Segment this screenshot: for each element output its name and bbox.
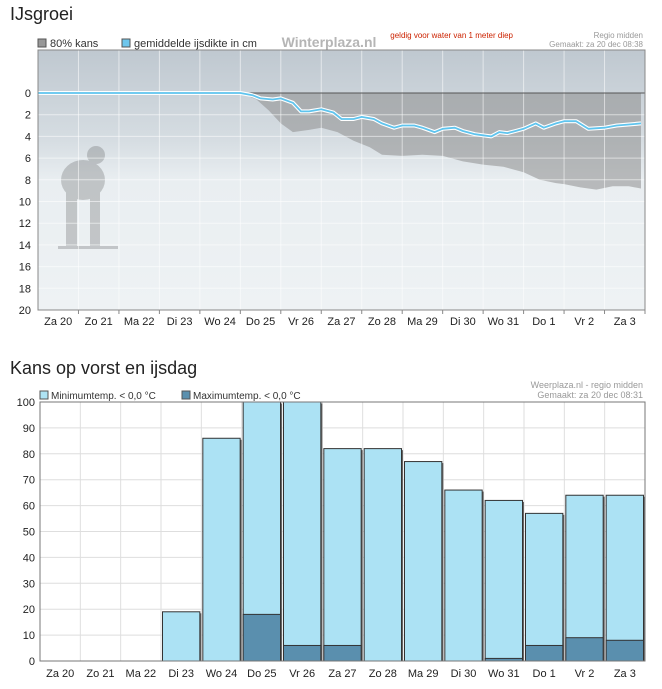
y-tick-label: 4 (25, 131, 31, 143)
y-tick-label: 12 (19, 218, 31, 230)
brand-weerplaza: Weerplaza.nl - regio midden (531, 380, 643, 390)
y-tick-label: 40 (23, 552, 35, 564)
y-tick-label: 20 (23, 604, 35, 616)
x-tick-label: Ma 29 (408, 668, 439, 680)
y-tick-label: 14 (19, 240, 31, 252)
legend-swatch-maximumtemp (181, 390, 191, 400)
x-tick-label: Do 25 (246, 316, 275, 328)
x-tick-label: Za 3 (614, 316, 636, 328)
region-label: Regio midden (594, 32, 643, 40)
x-tick-label: Zo 21 (85, 316, 113, 328)
y-tick-label: 90 (23, 423, 35, 435)
x-tick-label: Do 1 (533, 668, 556, 680)
x-tick-label: Ma 22 (126, 668, 157, 680)
x-tick-label: Ma 29 (407, 316, 438, 328)
x-tick-label: Wo 24 (206, 668, 238, 680)
bar-minimumtemp-di-23 (162, 611, 201, 662)
x-tick-label: Zo 21 (86, 668, 114, 680)
x-tick-label: Di 23 (168, 668, 194, 680)
frost-chance-title: Kans op vorst en ijsdag (10, 358, 198, 378)
bar-minimumtemp-do-1 (525, 512, 564, 662)
bar-minimumtemp-za-3 (605, 494, 645, 662)
x-tick-label: Vr 26 (289, 668, 315, 680)
x-tick-label: Vr 26 (288, 316, 314, 328)
bar-maximumtemp-za-3 (605, 639, 645, 662)
bar-minimumtemp-zo-28 (363, 448, 402, 662)
ice-growth-chart: 80% kans gemiddelde ijsdikte in cm Winterp… (19, 32, 646, 328)
x-tick-label: Ma 22 (124, 316, 155, 328)
x-tick-label: Vr 2 (574, 316, 594, 328)
x-tick-label: Do 1 (532, 316, 555, 328)
legend-swatch-80-kans (37, 38, 47, 48)
ice-growth-title: IJsgroei (10, 4, 74, 24)
y-tick-label: 30 (23, 578, 35, 590)
y-tick-label: 100 (17, 397, 35, 409)
y-tick-label: 16 (19, 262, 31, 274)
x-tick-label: Za 27 (328, 668, 356, 680)
y-tick-label: 2 (25, 110, 31, 122)
made-label: Gemaakt: za 20 dec 08:38 (549, 40, 643, 49)
bar-maximumtemp-do-1 (525, 644, 564, 662)
x-tick-label: Di 30 (450, 316, 476, 328)
bar-minimumtemp-za-27 (323, 448, 362, 662)
legend-label-80-kans: 80% kans (50, 38, 99, 50)
validity-note: geldig voor water van 1 meter diep (390, 32, 513, 40)
plot-frame (39, 401, 646, 662)
x-tick-label: Di 30 (451, 668, 477, 680)
brand-winterplaza: Winterplaza.nl (282, 34, 377, 50)
x-tick-label: Za 20 (46, 668, 74, 680)
bar-minimumtemp-di-30 (444, 489, 483, 662)
y-tick-label: 6 (25, 153, 31, 165)
x-tick-label: Zo 28 (368, 316, 396, 328)
y-tick-label: 10 (19, 197, 31, 209)
made-label: Gemaakt: za 20 dec 08:31 (537, 390, 643, 400)
y-tick-label: 70 (23, 475, 35, 487)
y-tick-label: 8 (25, 175, 31, 187)
bar-maximumtemp-do-25 (242, 613, 282, 662)
bar-maximumtemp-vr-26 (283, 644, 322, 662)
legend-label-ijsdikte: gemiddelde ijsdikte in cm (134, 38, 257, 50)
y-tick-label: 0 (29, 656, 35, 668)
x-tick-label: Di 23 (167, 316, 193, 328)
x-tick-label: Wo 24 (204, 316, 236, 328)
legend-swatch-ijsdikte (121, 38, 131, 48)
x-tick-label: Za 27 (327, 316, 355, 328)
x-tick-label: Wo 31 (488, 316, 520, 328)
y-tick-label: 80 (23, 449, 35, 461)
series-ijsdikte-line (38, 92, 642, 138)
bar-minimumtemp-vr-2 (565, 494, 604, 662)
y-tick-label: 20 (19, 305, 31, 317)
x-tick-label: Za 3 (614, 668, 636, 680)
y-tick-label: 50 (23, 527, 35, 539)
bar-maximumtemp-za-27 (323, 644, 362, 662)
x-tick-label: Do 25 (247, 668, 276, 680)
x-tick-label: Zo 28 (369, 668, 397, 680)
legend-label-maximumtemp: Maximumtemp. < 0,0 °C (193, 391, 301, 402)
legend-swatch-minimumtemp (39, 390, 49, 400)
series-80-kans-area (38, 93, 641, 190)
bar-minimumtemp-ma-29 (404, 461, 443, 662)
x-tick-label: Vr 2 (575, 668, 595, 680)
frost-chance-chart: Minimumtemp. < 0,0 °C Maximumtemp. < 0,0 … (17, 380, 646, 680)
x-tick-label: Wo 31 (488, 668, 520, 680)
legend-label-minimumtemp: Minimumtemp. < 0,0 °C (51, 391, 156, 402)
plot-frame (37, 49, 646, 311)
bar-maximumtemp-vr-2 (565, 637, 604, 662)
y-tick-label: 60 (23, 501, 35, 513)
y-tick-label: 18 (19, 283, 31, 295)
x-tick-label: Za 20 (44, 316, 72, 328)
bar-minimumtemp-wo-31 (484, 499, 523, 662)
y-tick-label: 0 (25, 88, 31, 100)
bar-minimumtemp-vr-26 (283, 401, 322, 662)
y-tick-label: 10 (23, 630, 35, 642)
bar-minimumtemp-wo-24 (202, 437, 241, 662)
